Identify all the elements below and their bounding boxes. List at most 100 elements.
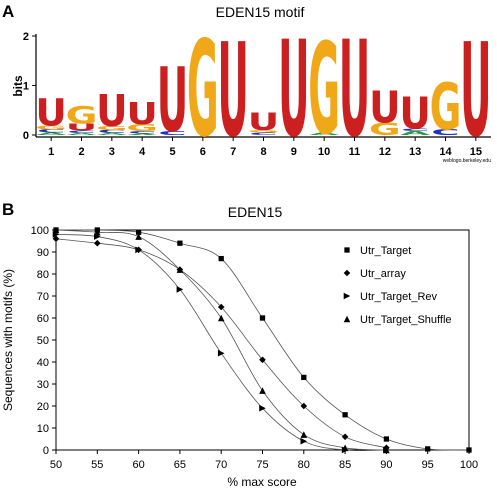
logo-position-label: 11 (349, 146, 361, 158)
series-line-2 (55, 234, 387, 452)
y-tick-label: 40 (37, 357, 49, 369)
logo-letter-U: U (35, 91, 66, 134)
y-tick-label: 20 (37, 401, 49, 413)
logo-letter-glyph: U (278, 13, 309, 166)
series-curves (55, 229, 470, 452)
y-tick-label: 10 (37, 423, 49, 435)
logo-letter-glyph: U (157, 51, 188, 153)
logo-letter-glyph: G (126, 122, 158, 133)
y-tick-label: 30 (37, 379, 49, 391)
logo-position-label: 3 (109, 146, 115, 158)
panel-a-label: A (2, 2, 15, 21)
logo-credit: weblogo.berkeley.edu (443, 158, 491, 164)
data-point-series-3 (259, 387, 266, 394)
data-point-series-2 (300, 437, 308, 445)
data-point-series-3 (52, 226, 60, 234)
data-point-series-1 (217, 303, 225, 311)
logo-letter-glyph: G (430, 70, 462, 145)
logo-letter-glyph: C (401, 128, 429, 132)
logo-letter-G: G (430, 70, 462, 145)
logo-letter-G: G (35, 124, 67, 130)
logo-x-ticks: 1 2 3 4 5 6 7 8 9 10 11 12 13 14 15 (48, 137, 482, 158)
logo-letter-glyph: U (35, 91, 66, 134)
data-point-series-0 (259, 315, 266, 321)
data-point-series-2 (217, 349, 225, 357)
logo-letter-glyph: C (128, 130, 156, 134)
legend-marker-3 (343, 315, 351, 323)
x-tick-label: 100 (460, 459, 478, 471)
logo-position-label: 1 (48, 146, 54, 158)
data-point-series-0 (135, 229, 142, 235)
y-tick-label: 80 (37, 269, 49, 281)
y-tick-label: 70 (37, 291, 49, 303)
y-tick-label: 60 (37, 313, 49, 325)
data-point-series-1 (341, 433, 349, 441)
logo-position-label: 10 (318, 146, 330, 158)
y-ticks: 0 10 20 30 40 50 60 70 80 90 100 (31, 225, 56, 457)
logo-letter-U: U (217, 17, 248, 166)
logo-letter-A: A (400, 130, 431, 136)
logo-letter-C: C (431, 127, 459, 137)
data-point-series-3 (176, 266, 184, 273)
data-point-series-0 (177, 240, 183, 246)
x-tick-label: 65 (174, 459, 186, 471)
logo-letter-C: C (401, 128, 429, 132)
data-point-series-1 (259, 356, 266, 364)
x-tick-label: 60 (132, 459, 144, 471)
data-point-series-2 (135, 246, 142, 254)
logo-letter-glyph: C (431, 127, 459, 137)
data-point-series-2 (259, 404, 266, 412)
data-point-series-3 (94, 228, 101, 236)
data-point-series-3 (341, 444, 349, 452)
logo-letter-U: U (399, 87, 430, 139)
logo-letter-C: C (249, 132, 277, 136)
y-tick-label: 100 (31, 225, 49, 237)
logo-letter-glyph: A (400, 130, 431, 136)
logo-letter-glyph: G (66, 101, 98, 129)
logo-letter-glyph: C (158, 130, 186, 136)
logo-letter-glyph: U (339, 13, 370, 166)
logo-letter-A: A (127, 133, 158, 135)
x-tick-label: 80 (298, 459, 310, 471)
logo-letter-glyph: U (460, 17, 491, 166)
logo-position-label: 12 (379, 146, 391, 158)
logo-letter-U: U (339, 13, 370, 166)
logo-letter-glyph: A (309, 132, 340, 136)
y-tick-label: 90 (37, 247, 49, 259)
logo-letter-glyph: U (217, 17, 248, 166)
logo-position-label: 5 (169, 146, 175, 158)
data-point-series-0 (301, 374, 307, 381)
logo-letter-glyph: U (399, 87, 430, 139)
logo-letter-glyph: G (96, 125, 128, 131)
data-point-series-0 (342, 412, 348, 418)
logo-letter-U: U (460, 17, 491, 166)
logo-letter-C: C (98, 129, 126, 134)
logo-letter-glyph: C (249, 132, 277, 136)
plot-frame (55, 229, 470, 451)
logo-letter-glyph: G (187, 13, 219, 166)
series-line-1 (55, 238, 387, 449)
y-tick-label: 0 (43, 445, 49, 457)
data-point-series-3 (300, 431, 308, 438)
logo-position-label: 9 (291, 146, 297, 158)
logo-letter-G: G (187, 13, 219, 166)
panel-b-label: B (2, 200, 15, 219)
logo-letter-C: C (158, 130, 186, 136)
logo-letter-G: G (66, 101, 98, 129)
data-point-series-1 (94, 239, 101, 247)
logo-letter-C: C (128, 130, 156, 134)
line-chart: EDEN15 50 55 60 65 70 75 80 85 90 95 100 0 10 20 30 40… (1, 204, 478, 489)
legend-marker-0 (344, 247, 350, 253)
legend-label-1: Utr_array (360, 268, 406, 280)
logo-y-tick-label: 1 (23, 81, 29, 93)
legend-label-2: Utr_Target_Rev (360, 291, 438, 303)
logo-letter-glyph: C (98, 129, 126, 134)
logo-letter-glyph: A (66, 133, 97, 136)
series-line-0 (55, 229, 470, 451)
y-axis-label: Sequences with motifs (%) (1, 269, 15, 411)
data-point-series-0 (466, 447, 472, 453)
logo-letter-G: G (96, 125, 128, 131)
y-tick-label: 50 (37, 335, 49, 347)
